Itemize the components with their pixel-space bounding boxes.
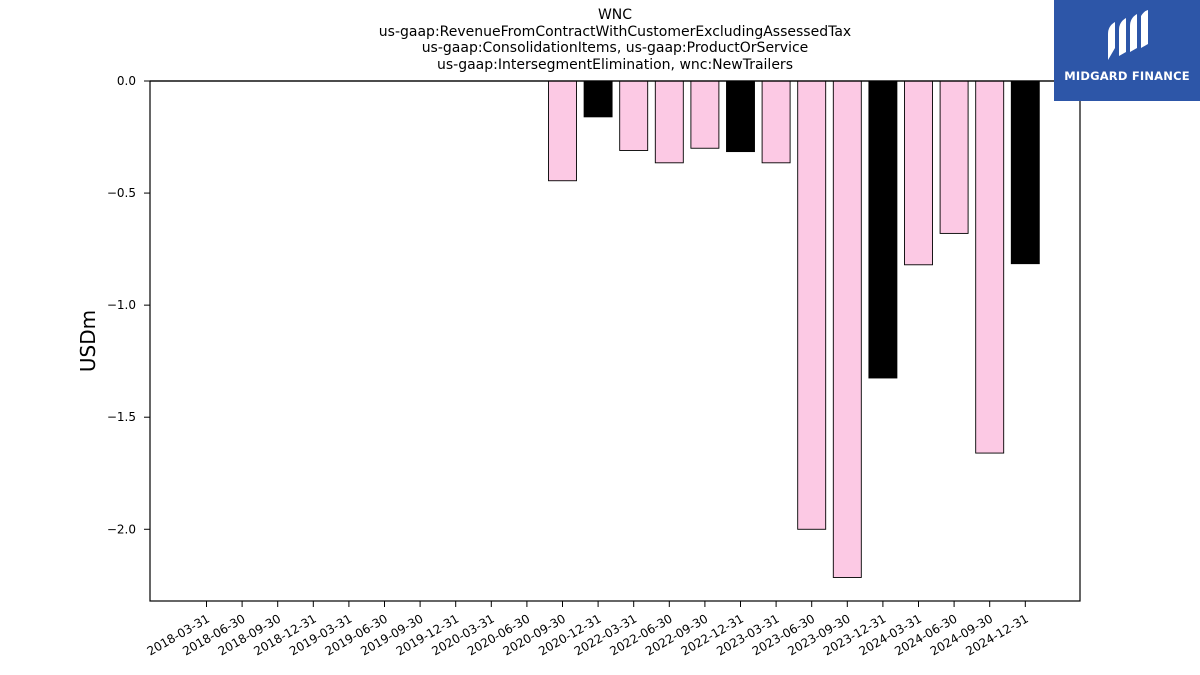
bar — [868, 80, 898, 379]
midgard-logo-icon — [1108, 10, 1148, 60]
bars-group — [150, 80, 1080, 578]
bar — [726, 80, 755, 153]
y-axis-label: USDm — [76, 310, 100, 372]
y-tick-label: −0.5 — [107, 186, 136, 200]
bar — [832, 80, 862, 578]
chart-title-line: us-gaap:RevenueFromContractWithCustomerE… — [378, 23, 852, 40]
bar — [548, 80, 577, 182]
x-axis: 2018-03-312018-06-302018-09-302018-12-31… — [145, 601, 1031, 658]
chart-title-line: WNC — [597, 7, 633, 23]
bar — [1010, 80, 1040, 265]
y-tick-label: −1.0 — [107, 298, 136, 312]
chart-title: WNC us-gaap:RevenueFromContractWithCusto… — [165, 7, 1065, 73]
bar — [761, 80, 791, 164]
midgard-finance-logo: MIDGARD FINANCE — [1054, 0, 1200, 101]
bar — [797, 80, 827, 530]
y-tick-label: −2.0 — [107, 522, 136, 536]
bar — [975, 80, 1005, 454]
chart-title-line: us-gaap:ConsolidationItems, us-gaap:Prod… — [421, 40, 809, 56]
bar — [690, 80, 720, 149]
bar — [904, 80, 933, 266]
bar — [939, 80, 969, 234]
bar — [654, 80, 684, 164]
y-axis: 0.0 −0.5 −1.0 −1.5 −2.0 — [107, 74, 150, 536]
logo-text: MIDGARD FINANCE — [1064, 69, 1190, 83]
chart-title-line: us-gaap:IntersegmentElimination, wnc:New… — [436, 56, 793, 73]
plot-frame — [149, 80, 1081, 602]
bar — [619, 80, 649, 151]
y-tick-label: 0.0 — [117, 74, 136, 88]
y-tick-label: −1.5 — [107, 410, 136, 424]
bar — [583, 80, 613, 118]
